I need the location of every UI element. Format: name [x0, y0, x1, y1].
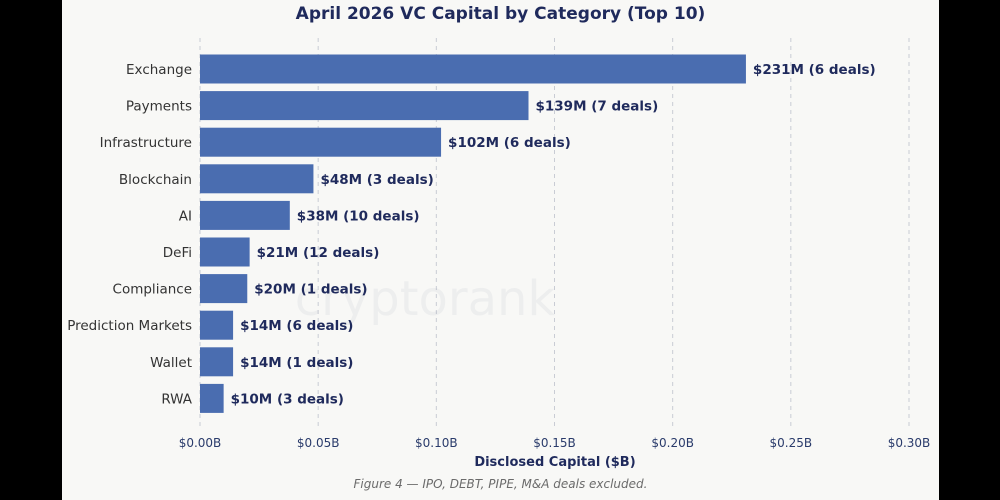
bar-payments: [200, 91, 529, 121]
data-label: $139M (7 deals): [536, 99, 659, 115]
watermark-logo: cryptorank: [295, 271, 556, 327]
data-label: $38M (10 deals): [297, 208, 420, 224]
bar-defi: [200, 237, 250, 267]
category-label: Wallet: [150, 355, 192, 371]
x-tick-label: $0.30B: [888, 436, 931, 450]
x-axis-ticks: $0.00B $0.05B $0.10B $0.15B $0.20B $0.25B $0.3…: [179, 436, 931, 450]
bar-infrastructure: [200, 127, 442, 157]
data-label: $10M (3 deals): [231, 391, 344, 407]
x-tick-label: $0.05B: [297, 436, 340, 450]
data-label: $48M (3 deals): [320, 172, 433, 188]
bar-wallet: [200, 347, 234, 377]
category-label: AI: [179, 208, 192, 224]
category-label: DeFi: [163, 245, 192, 261]
data-label: $14M (1 deals): [240, 355, 353, 371]
x-tick-label: $0.10B: [415, 436, 458, 450]
data-label: $20M (1 deals): [254, 282, 367, 298]
bar-blockchain: [200, 164, 314, 194]
chart-title: April 2026 VC Capital by Category (Top 1…: [295, 4, 706, 24]
x-tick-label: $0.15B: [533, 436, 576, 450]
bar-ai: [200, 200, 290, 230]
category-label: Compliance: [113, 282, 192, 298]
bar-rwa: [200, 383, 224, 413]
data-labels: $231M (6 deals) $139M (7 deals) $102M (6 d…: [231, 62, 876, 407]
bar-compliance: [200, 274, 248, 304]
category-label: Infrastructure: [100, 135, 192, 151]
category-label: RWA: [161, 391, 192, 407]
data-label: $14M (6 deals): [240, 318, 353, 334]
category-label: Payments: [126, 99, 192, 115]
data-label: $102M (6 deals): [448, 135, 571, 151]
x-axis-title: Disclosed Capital ($B): [474, 455, 635, 470]
x-tick-label: $0.25B: [770, 436, 813, 450]
data-label: $231M (6 deals): [753, 62, 876, 78]
category-label: Blockchain: [119, 172, 192, 188]
x-tick-label: $0.20B: [651, 436, 694, 450]
category-label: Prediction Markets: [67, 318, 192, 334]
category-label: Exchange: [126, 62, 192, 78]
category-labels: Exchange Payments Infrastructure Blockchain…: [67, 62, 193, 407]
x-tick-label: $0.00B: [179, 436, 222, 450]
figure-caption: Figure 4 — IPO, DEBT, PIPE, M&A deals ex…: [353, 477, 648, 491]
data-label: $21M (12 deals): [257, 245, 380, 261]
bar-prediction-markets: [200, 310, 234, 340]
bar-exchange: [200, 54, 746, 84]
bars: [200, 54, 746, 413]
